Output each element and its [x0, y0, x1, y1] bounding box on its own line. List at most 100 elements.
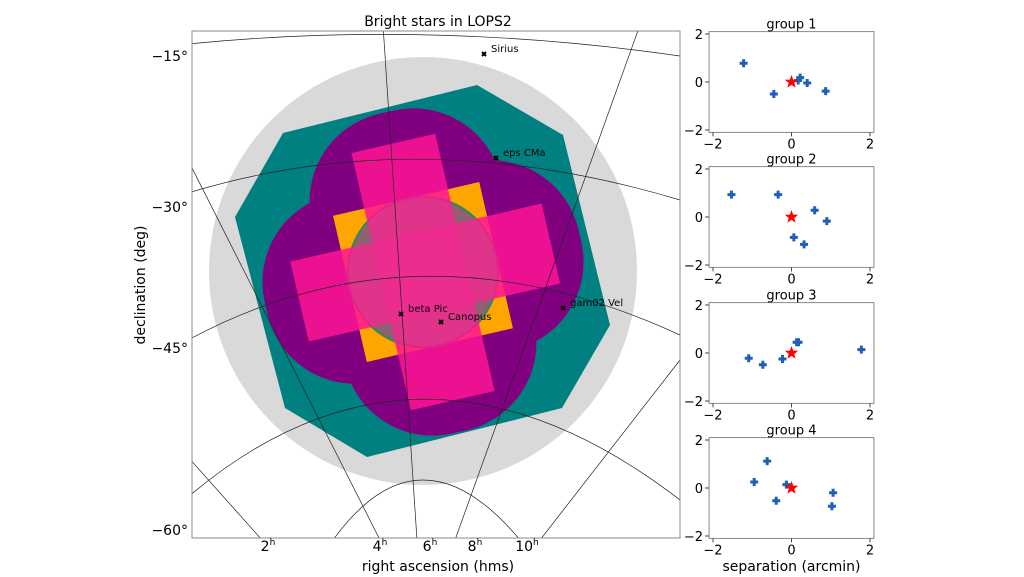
data-point: [744, 354, 753, 363]
y-tick-label: −60°: [151, 523, 188, 539]
data-point: [794, 338, 803, 347]
panel-title: group 4: [766, 424, 816, 439]
dec-line: [334, 479, 519, 538]
x-tick-label: −2: [703, 272, 722, 287]
panel-xlabel: separation (arcmin): [722, 559, 860, 575]
y-tick-label: −2: [684, 124, 703, 139]
map-title: Bright stars in LOPS2: [364, 14, 512, 30]
data-point: [769, 90, 778, 98]
x-tick-label: −2: [703, 543, 722, 558]
deep-overlap-circle: [349, 198, 497, 346]
map-frame: [191, 30, 681, 539]
y-tick-label: 2: [695, 299, 703, 314]
data-point: [829, 488, 838, 497]
panel-title: group 1: [766, 18, 816, 33]
ra-line: [455, 31, 639, 538]
star-label: beta Pic: [408, 304, 448, 315]
star-x-mark: [438, 319, 444, 325]
star-marker: gam02 Vel: [560, 298, 623, 311]
sky-map: Bright stars in LOPS2: [133, 14, 681, 575]
data-point: [803, 78, 812, 87]
ra-line: [192, 460, 261, 538]
x-tick-label: 2h: [261, 538, 276, 555]
x-tick-label: 0: [787, 272, 795, 287]
x-tick-label: 6h: [423, 538, 438, 555]
panel-group-3: group 3 −2 0 2 2 0 −2: [684, 289, 875, 423]
x-tick-label: 0: [787, 543, 795, 558]
y-tick-label: 2: [695, 28, 703, 43]
dec-line: [192, 275, 680, 339]
panel-group-2: group 2 −2 0 2 2 0 −2: [684, 153, 875, 287]
x-tick-label: 0: [787, 137, 795, 152]
panel-group-1: group 1 −2 0 2 2 0 −2: [684, 18, 875, 152]
x-tick-label: 2: [866, 137, 874, 152]
data-point: [772, 496, 781, 505]
y-tick-label: −2: [684, 395, 703, 410]
dec-line: [192, 34, 680, 57]
data-point: [822, 217, 831, 226]
y-tick-label: 0: [695, 347, 703, 362]
reference-star-marker: [784, 481, 799, 494]
x-tick-label: 2: [866, 543, 874, 558]
graticule: [192, 31, 680, 538]
x-tick-label: 2: [866, 272, 874, 287]
data-point: [782, 480, 791, 489]
y-tick-label: 2: [695, 434, 703, 449]
star-marker: eps CMa: [493, 148, 546, 161]
x-tick-label: 8h: [468, 538, 483, 555]
star-label: eps CMa: [503, 148, 546, 159]
x-tick-label: 0: [787, 408, 795, 423]
star-label: gam02 Vel: [570, 298, 623, 309]
data-point: [758, 360, 767, 369]
data-point: [789, 233, 798, 242]
x-tick-label: 10h: [515, 538, 539, 555]
data-point: [827, 502, 836, 511]
panel-title: group 3: [766, 289, 816, 304]
reference-star-marker: [784, 210, 799, 223]
x-tick-label: 2: [866, 408, 874, 423]
data-point: [774, 190, 783, 199]
ra-line: [192, 167, 380, 538]
y-tick-label: −30°: [151, 200, 188, 216]
dec-line: [192, 158, 680, 201]
panel-title: group 2: [766, 153, 816, 168]
reference-star-marker: [784, 75, 799, 88]
data-point: [739, 59, 748, 68]
data-point: [810, 206, 819, 215]
map-xlabel: right ascension (hms): [362, 559, 514, 575]
dec-line: [192, 398, 680, 501]
star-marker: Sirius: [481, 44, 519, 57]
data-point: [763, 457, 772, 466]
star-marker: beta Pic: [398, 304, 448, 317]
map-ylabel: declination (deg): [133, 225, 149, 344]
y-tick-label: −2: [684, 530, 703, 545]
x-tick-label: −2: [703, 408, 722, 423]
star-x-mark: [398, 311, 404, 317]
data-point: [800, 240, 809, 249]
x-tick-label: 4h: [373, 538, 388, 555]
data-point: [750, 478, 759, 486]
y-tick-label: −45°: [151, 341, 188, 357]
x-tick-label: −2: [703, 137, 722, 152]
ra-line: [541, 359, 680, 538]
y-tick-label: −2: [684, 259, 703, 274]
y-tick-label: 2: [695, 163, 703, 178]
star-marker: Canopus: [438, 312, 491, 325]
y-tick-label: 0: [695, 76, 703, 91]
y-tick-label: 0: [695, 211, 703, 226]
data-point: [778, 355, 787, 363]
data-point: [857, 345, 866, 354]
data-point: [727, 190, 736, 199]
ra-line: [383, 31, 418, 538]
star-x-mark: [481, 51, 487, 57]
star-x-mark: [560, 305, 566, 311]
star-label: Canopus: [448, 312, 491, 323]
reference-star-marker: [784, 346, 799, 359]
data-point: [821, 87, 830, 96]
star-x-mark: [493, 155, 499, 161]
y-tick-label: 0: [695, 482, 703, 497]
star-label: Sirius: [491, 44, 519, 55]
y-tick-label: −15°: [151, 49, 188, 65]
